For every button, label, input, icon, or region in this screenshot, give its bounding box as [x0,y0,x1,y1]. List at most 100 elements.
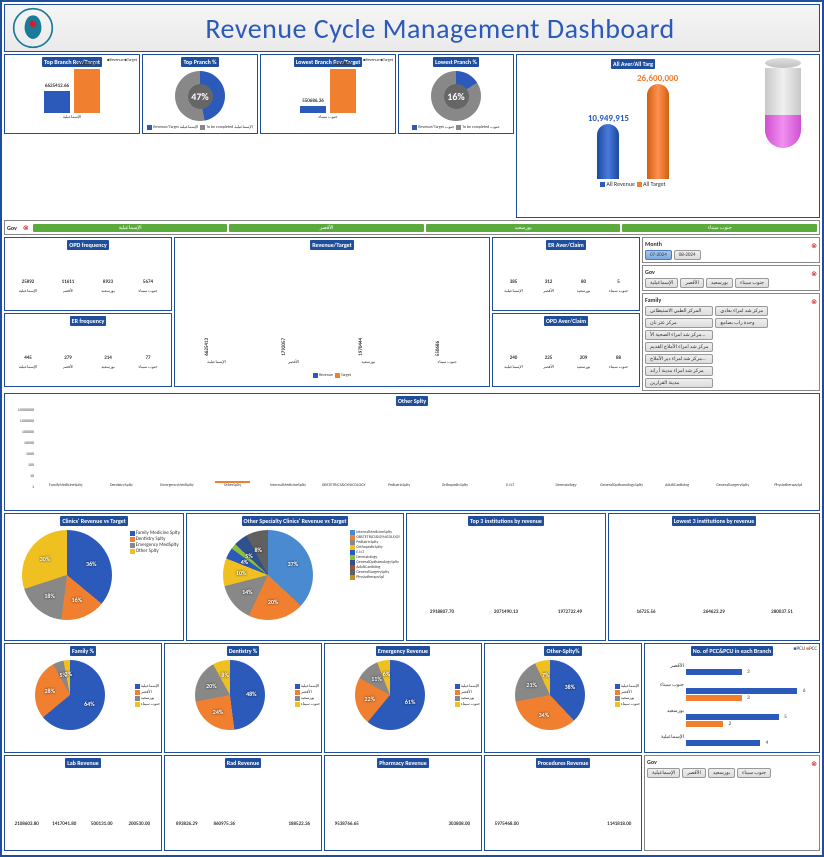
pie-legend: Family Medicine SpltyDentistry SpltyEmer… [128,528,182,622]
all-aver-panel: All Aver/All Targ 10,949,915 26,600,000 … [516,54,820,218]
pie-legend: InternalMedicineSpltyOBSTETRICS&GYNICOLO… [348,528,402,622]
other-specialty-clinics-panel: Other Specialty Clinics' Revenue vs Targ… [186,513,404,641]
panel-title: Other Specialty Clinics' Revenue vs Targ… [242,516,349,526]
panel-title: Other-Splty% [544,646,581,656]
opd-aver-panel: OPD Aver/Claim 240الإسماعيلية225الأقصر20… [492,313,640,387]
gov-pill[interactable]: بورسعيد [426,224,621,232]
slicer-button[interactable]: مركز شد امراء مدينة أ راند [645,366,713,376]
pie-chart: 48%24%20%8% [195,660,265,730]
gov-slicer-3: Gov ⊗ الإسماعيليةالأقصربورسعيدجنوب سيناء [644,755,820,851]
clear-filter-icon[interactable]: ⊗ [23,223,29,232]
slicer-button[interactable]: 07-2024 [645,250,672,260]
pcc-chart: الأقصر3جنوب سيناء63بورسعيد52الإسماعيلية4 [646,658,818,752]
rev-target-chart: 662541317920571970444550686الإسماعيليةال… [176,252,488,372]
clear-filter-icon[interactable]: ⊗ [811,241,817,250]
gov-buttons: الإسماعيليةالأقصربورسعيدجنوب سيناء [647,768,817,778]
pct-pies-container: Family %64%28%5%3%الإسماعيليةالأقصربورسع… [4,643,642,753]
panel-title: Emergency Revenue [376,646,430,656]
clear-filter-icon[interactable]: ⊗ [811,297,817,306]
slicer-button[interactable]: 08-2024 [674,250,701,260]
slicer-label: Family [645,296,661,304]
top-pct-donut: 47% [175,71,225,121]
bottom-bars-container: Lab Revenue2108603.801417041.80500131.00… [4,755,642,851]
gov-slicer-2: Gov ⊗ الإسماعيليةالأقصربورسعيدجنوب سيناء [642,265,820,291]
panel-title: Clinics' Revenue vs Target [60,516,127,526]
lowest-pct-panel: Lowest Pranch % 16% Revenue/Target جنوبT… [398,54,514,134]
mini-legend: ■Revenue ■Target [363,57,393,63]
revenue-bar-panel: Lab Revenue2108603.801417041.80500131.00… [4,755,162,851]
legend: RevenueTarget [176,372,488,379]
slicer-button[interactable]: مدينة القرارين [645,378,713,388]
slicer-button[interactable]: الأقصر [680,278,704,288]
other-splty-chart: 1000000010000001000001000010001001018111… [6,408,818,504]
slicer-button[interactable]: جنوب سيناء [735,278,769,288]
panel-title: Top Pranch % [181,57,218,67]
legend: Revenue/Target جنوبTo be completed جنوب [400,123,512,131]
panel-title: ER frequency [70,316,107,326]
top-pct-panel: Top Pranch % 47% Revenue/Target الإسماعي… [142,54,258,134]
donut-pct: 16% [444,84,469,109]
panel-title: Dentistry % [227,646,260,656]
clear-filter-icon[interactable]: ⊗ [811,759,817,768]
panel-title: Lab Revenue [65,758,101,768]
slicer-button[interactable]: جنوب سيناء [737,768,771,778]
slicer-button[interactable]: بورسعيد [706,278,733,288]
target-value: 26,600,000 [637,73,678,84]
panel-title: OPD Aver/Claim [544,316,588,326]
pcc-panel: No. of PCC&PCU in each Branch ■PCU ■PCC … [644,643,820,753]
slicer-button[interactable]: مركز شد امراء الأملاج القديم [645,342,713,352]
gov-filter-bar: Gov ⊗ الإسماعيليةالأقصربورسعيدجنوب سيناء [4,220,820,235]
slicer-button[interactable]: مركز شد امراء الصحية الأ... [645,330,713,340]
page-title: Revenue Cycle Management Dashboard [61,11,819,46]
panel-title: No. of PCC&PCU in each Branch [691,646,773,656]
slicer-button[interactable]: مركز شد امراء بعادي [715,306,768,316]
er-freq-panel: ER frequency 445الإسماعيلية279الأقصر214ب… [4,313,172,387]
lowest-pct-donut: 16% [431,71,481,121]
slicer-label: Gov [647,758,657,766]
pie-chart: 64%28%5%3% [35,660,105,730]
pct-pie-panel: Other-Splty%38%34%21%7%الإسماعيليةالأقصر… [484,643,642,753]
gov-pill[interactable]: الإسماعيلية [33,224,228,232]
slicer-button[interactable]: الأقصر [682,768,706,778]
family-buttons: المركز الطبي الاستيطانيمركز عثر نانمركز … [645,306,817,388]
top-row: Top Branch Rev/Target ■Revenue ■Target 6… [4,54,820,218]
row-pies-inst: Clinics' Revenue vs Target 36%16%18%30% … [4,513,820,641]
gov-pill[interactable]: الأقصر [229,224,424,232]
er-chart: 445الإسماعيلية279الأقصر214بورسعيد77جنوب … [6,328,170,380]
row-2: OPD frequency 25892الإسماعيلية11611الأقص… [4,237,820,391]
top-branch-panel: Top Branch Rev/Target ■Revenue ■Target 6… [4,54,140,134]
row-pct-pies: Family %64%28%5%3%الإسماعيليةالأقصربورسع… [4,643,820,753]
clear-filter-icon[interactable]: ⊗ [811,269,817,278]
slicer-button[interactable]: بورسعيد [708,768,735,778]
cylinder-gauge: 41% [748,56,818,216]
slicer-button[interactable]: المركز الطبي الاستيطاني [645,306,713,316]
slicer-button[interactable]: وحدة راب بصامع [715,318,768,328]
opd-chart: 25892الإسماعيلية11611الأقصر8923بورسعيد56… [6,252,170,304]
slicer-button[interactable]: مركز شد امراء دير الأملاج... [645,354,713,364]
clinics-rev-target-panel: Clinics' Revenue vs Target 36%16%18%30% … [4,513,184,641]
month-buttons: 07-202408-2024 [645,250,817,260]
filter-label: Gov [7,224,17,232]
opd-freq-panel: OPD frequency 25892الإسماعيلية11611الأقص… [4,237,172,311]
rev-value: 10,949,915 [588,113,629,124]
revenue-bar-panel: Procedures Revenue5975468.001141818.00 [484,755,642,851]
low3-panel: Lowest 3 institutions by revenue 16725.5… [608,513,820,641]
gov-pill[interactable]: جنوب سيناء [622,224,817,232]
gov-pills: الإسماعيليةالأقصربورسعيدجنوب سيناء [33,224,817,232]
panel-title: Other Splty [396,396,428,406]
top3-chart: 2918807.702071490.131972722.49 [408,528,604,628]
rev-target-panel: Revenue/Target 6625413179205719704445506… [174,237,490,387]
slicer-button[interactable]: الإسماعيلية [645,278,678,288]
slicer-button[interactable]: الإسماعيلية [647,768,680,778]
panel-title: Pharmacy Revenue [377,758,429,768]
revenue-bar-chart: 893826.29860975.36188522.36 [166,770,320,840]
top3-panel: Top 3 institutions by revenue 2918807.70… [406,513,606,641]
gov-buttons: الإسماعيليةالأقصربورسعيدجنوب سيناء [645,278,817,288]
slicer-button[interactable]: مركز عثر نان [645,318,713,328]
opd-aver-chart: 240الإسماعيلية225الأقصر209بورسعيد88جنوب … [494,328,638,380]
dashboard-frame: Revenue Cycle Management Dashboard Top B… [0,0,824,857]
revenue-bar-panel: Pharmacy Revenue9538766.65303808.00 [324,755,482,851]
revenue-bar-chart: 5975468.001141818.00 [486,770,640,840]
slicer-label: Gov [645,268,655,276]
legend: Revenue/Target الإسماعيليةTo be complete… [144,123,256,131]
